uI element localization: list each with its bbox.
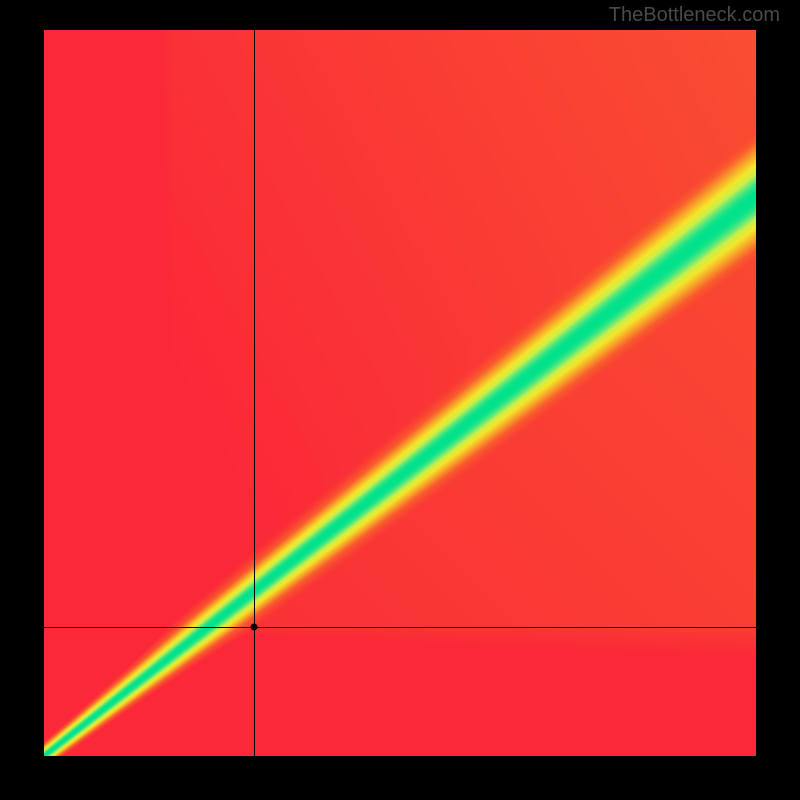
chart-container: TheBottleneck.com: [0, 0, 800, 800]
crosshair-marker: [251, 624, 258, 631]
plot-area: [44, 30, 756, 756]
watermark-text: TheBottleneck.com: [609, 4, 780, 27]
heatmap-canvas: [44, 30, 756, 756]
crosshair-vertical: [254, 30, 255, 756]
crosshair-horizontal: [44, 627, 756, 628]
